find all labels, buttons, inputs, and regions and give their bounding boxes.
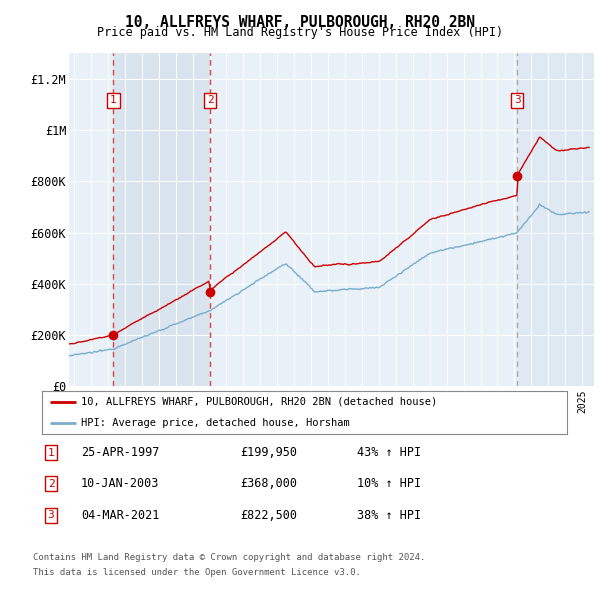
- Text: HPI: Average price, detached house, Horsham: HPI: Average price, detached house, Hors…: [82, 418, 350, 428]
- Text: 1: 1: [110, 95, 117, 105]
- Text: Price paid vs. HM Land Registry's House Price Index (HPI): Price paid vs. HM Land Registry's House …: [97, 26, 503, 39]
- Text: 10% ↑ HPI: 10% ↑ HPI: [357, 477, 421, 490]
- Text: £199,950: £199,950: [240, 446, 297, 459]
- Text: 43% ↑ HPI: 43% ↑ HPI: [357, 446, 421, 459]
- Text: 38% ↑ HPI: 38% ↑ HPI: [357, 509, 421, 522]
- Text: 10, ALLFREYS WHARF, PULBOROUGH, RH20 2BN (detached house): 10, ALLFREYS WHARF, PULBOROUGH, RH20 2BN…: [82, 397, 437, 407]
- Bar: [517, 53, 594, 386]
- Text: £368,000: £368,000: [240, 477, 297, 490]
- Text: 1: 1: [47, 448, 55, 457]
- Text: 2: 2: [47, 479, 55, 489]
- Text: 04-MAR-2021: 04-MAR-2021: [81, 509, 160, 522]
- Text: 25-APR-1997: 25-APR-1997: [81, 446, 160, 459]
- Text: Contains HM Land Registry data © Crown copyright and database right 2024.: Contains HM Land Registry data © Crown c…: [33, 553, 425, 562]
- Text: 3: 3: [514, 95, 521, 105]
- Text: 10, ALLFREYS WHARF, PULBOROUGH, RH20 2BN: 10, ALLFREYS WHARF, PULBOROUGH, RH20 2BN: [125, 15, 475, 30]
- Text: £822,500: £822,500: [240, 509, 297, 522]
- Text: This data is licensed under the Open Government Licence v3.0.: This data is licensed under the Open Gov…: [33, 568, 361, 577]
- Text: 10-JAN-2003: 10-JAN-2003: [81, 477, 160, 490]
- Text: 2: 2: [206, 95, 214, 105]
- Bar: [113, 53, 210, 386]
- Text: 3: 3: [47, 510, 55, 520]
